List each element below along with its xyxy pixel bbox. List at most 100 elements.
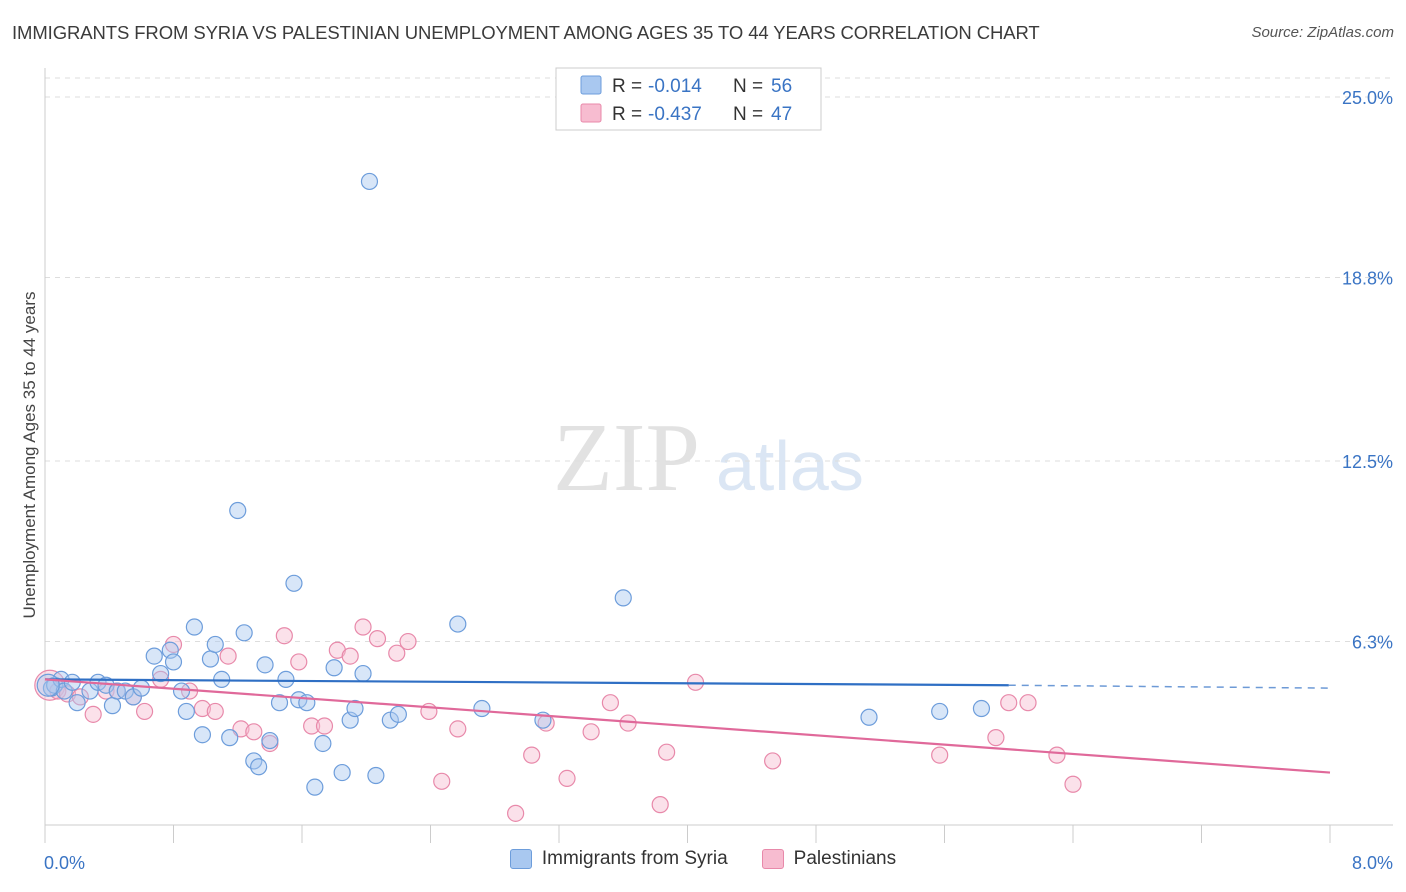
palestinians-point [1019, 694, 1037, 712]
legend-swatch-palestinians [761, 849, 784, 869]
syria-point [931, 702, 949, 721]
y-tick-label: 6.3% [1352, 633, 1393, 653]
y-axis-label: Unemployment Among Ages 35 to 44 years [20, 292, 39, 619]
palestinians-point [135, 702, 154, 721]
legend-item-syria: Immigrants from Syria [509, 848, 728, 870]
palestinians-point [399, 632, 417, 651]
palestinians-trend-line [44, 678, 1331, 774]
syria-point [389, 705, 407, 723]
grid-lines [45, 77, 1393, 643]
palestinians-point [449, 720, 467, 738]
syria-point [164, 653, 183, 671]
chart-title: IMMIGRANTS FROM SYRIA VS PALESTINIAN UNE… [12, 22, 1040, 43]
syria-point [235, 624, 253, 642]
syria-point [325, 659, 343, 677]
syria-point [449, 615, 467, 633]
palestinians-point [303, 717, 321, 735]
bottom-legend: Immigrants from Syria Palestinians [0, 848, 1406, 870]
syria-point [206, 635, 224, 654]
syria-point [972, 699, 991, 718]
x-tick-label: 8.0% [1352, 853, 1393, 873]
trend-lines [44, 678, 1331, 774]
syria-point [860, 708, 878, 726]
syria-point [285, 574, 303, 592]
stats-r-label-pal: R = [612, 104, 642, 125]
syria-point [270, 694, 289, 712]
syria-point [354, 664, 372, 683]
zipatlas-watermark: ZIP atlas [553, 404, 864, 512]
syria-trend-extension [1008, 684, 1331, 689]
legend-label-palestinians: Palestinians [793, 848, 897, 869]
syria-point [36, 673, 60, 697]
palestinians-point [764, 752, 782, 770]
stats-n-label-syria: N = [733, 76, 763, 97]
x-tick-label: 0.0% [44, 853, 85, 873]
syria-point [221, 729, 239, 747]
syria-point [68, 694, 86, 712]
syria-point [172, 682, 191, 700]
syria-point [177, 702, 195, 721]
axes [44, 68, 1393, 843]
watermark-atlas: atlas [716, 427, 864, 505]
syria-point [145, 647, 163, 665]
palestinians-point [315, 717, 334, 735]
syria-point [277, 670, 295, 689]
stats-n-label-pal: N = [733, 104, 763, 125]
syria-point [201, 650, 220, 668]
palestinians-point [987, 729, 1005, 747]
syria-point [250, 758, 268, 776]
syria-point [103, 697, 122, 715]
stats-r-label-syria: R = [612, 76, 642, 97]
syria-point [256, 656, 274, 674]
palestinians-point [219, 647, 237, 665]
syria-point [261, 731, 279, 750]
palestinians-point [275, 627, 293, 645]
palestinians-point [245, 723, 263, 741]
palestinians-point [582, 723, 600, 741]
palestinians-point [658, 743, 676, 761]
stats-swatch-syria [580, 75, 602, 95]
palestinians-point [601, 694, 620, 712]
palestinians-point [290, 653, 308, 671]
syria-point [152, 664, 170, 683]
syria-point [367, 766, 385, 785]
palestinians-point [931, 746, 949, 764]
palestinians-point [651, 796, 669, 814]
legend-label-syria: Immigrants from Syria [541, 848, 728, 869]
syria-point [360, 172, 379, 191]
palestinians-point [523, 746, 541, 764]
palestinians-point [1064, 775, 1082, 793]
palestinians-point [354, 618, 372, 636]
palestinians-point [388, 644, 406, 662]
palestinians-points [34, 618, 1082, 822]
stats-r-value-syria: -0.014 [648, 76, 702, 97]
y-tick-label: 18.8% [1342, 269, 1393, 289]
syria-point [346, 699, 364, 718]
syria-points [36, 172, 991, 796]
legend-swatch-syria [509, 849, 532, 869]
syria-point [314, 734, 332, 753]
palestinians-point [84, 705, 102, 723]
palestinians-point [341, 647, 359, 665]
x-tick-labels: 0.0% 8.0% [44, 853, 1393, 873]
palestinians-point [1000, 694, 1018, 712]
syria-point [185, 618, 203, 636]
palestinians-point [433, 772, 451, 790]
legend-item-palestinians: Palestinians [761, 848, 897, 870]
y-tick-label: 12.5% [1342, 452, 1393, 472]
stats-swatch-pal [580, 103, 602, 123]
palestinians-point [232, 720, 250, 738]
stats-n-value-pal: 47 [771, 104, 792, 125]
palestinians-point [368, 630, 387, 648]
syria-point [473, 699, 491, 718]
syria-point [333, 763, 351, 782]
stats-r-value-pal: -0.437 [648, 104, 702, 125]
syria-point [229, 501, 247, 520]
syria-point [132, 679, 150, 697]
syria-point [614, 589, 632, 607]
syria-point [193, 726, 212, 744]
palestinians-point [1048, 746, 1066, 764]
palestinians-point [507, 804, 525, 822]
syria-point [306, 778, 324, 796]
